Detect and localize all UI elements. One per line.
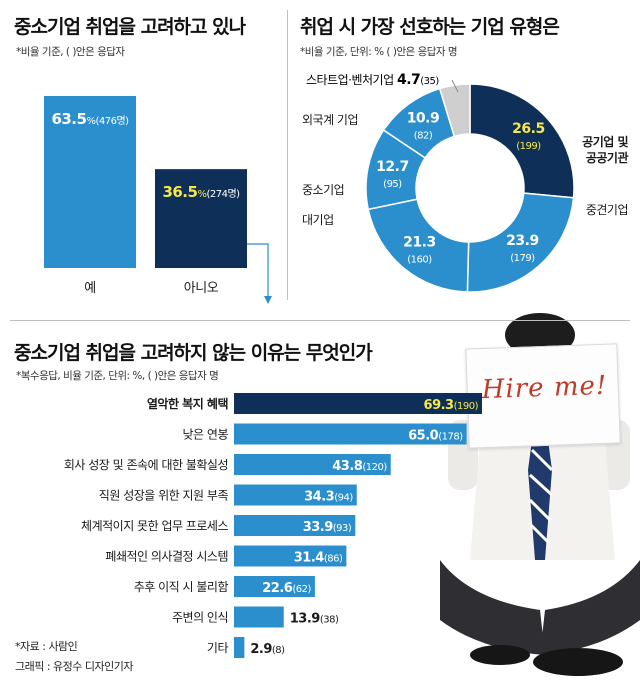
hbar-value-3: 34.3(94): [304, 490, 353, 505]
hbar-label-6: 추후 이직 시 불리함: [134, 580, 229, 594]
leader-line-5: [451, 79, 459, 93]
slice-label-2: 대기업: [302, 213, 334, 227]
category-label-0: 예: [84, 281, 95, 296]
chart1-title: 중소기업 취업을 고려하고 있나: [14, 16, 246, 38]
chart3-title: 중소기업 취업을 고려하지 않는 이유는 무엇인가: [14, 342, 373, 364]
horizontal-divider: [10, 320, 630, 321]
hbar-value-8: 2.9(8): [250, 642, 285, 657]
slice-value-2: 21.3: [403, 235, 436, 251]
hbar-2: [234, 454, 391, 475]
connector-line: [247, 243, 269, 300]
donut-slice-5: [438, 83, 471, 138]
slice-label-1: 중견기업: [586, 203, 628, 217]
hbar-value-0: 69.3(190): [424, 398, 479, 413]
hbar-label-0: 열악한 복지 혜택: [147, 396, 228, 411]
vertical-divider: [287, 10, 288, 300]
bar-1: [155, 169, 247, 268]
chart2-title: 취업 시 가장 선호하는 기업 유형은: [300, 16, 560, 38]
hbar-0: [234, 393, 482, 414]
source-note: *자료 : 사람인: [15, 640, 78, 653]
slice-value-4: 10.9: [407, 111, 440, 127]
hbar-label-1: 낮은 연봉: [183, 428, 229, 442]
hbar-8: [234, 637, 245, 658]
hbar-label-3: 직원 성장을 위한 지원 부족: [99, 489, 229, 503]
hbar-value-5: 31.4(86): [294, 551, 343, 566]
slice-label-0-line1: 공기업 및: [582, 134, 628, 149]
chart2-note: *비율 기준, 단위: % ( )안은 응답자 명: [300, 46, 458, 58]
chart1-note: *비율 기준, ( )안은 응답자: [16, 46, 125, 58]
slice-count-4: (82): [414, 131, 433, 142]
hbar-value-4: 33.9(93): [303, 520, 352, 535]
hbar-label-7: 주변의 인식: [172, 611, 228, 625]
donut-slice-2: [367, 198, 470, 293]
hbar-label-4: 체계적이지 못한 업무 프로세스: [81, 519, 228, 533]
hbar-value-6: 22.6(62): [262, 581, 311, 596]
chart3-note: *복수응답, 비율 기준, 단위: %, ( )안은 응답자 명: [16, 370, 219, 382]
credit-note: 그래픽 : 유정수 디자인기자: [15, 660, 134, 673]
bar-0: [44, 96, 136, 268]
bar-value-label-1: 36.5%(274명): [162, 183, 240, 201]
slice-count-3: (95): [383, 179, 402, 190]
slice-value-3: 12.7: [376, 159, 409, 175]
slice-count-2: (160): [407, 255, 432, 266]
slice-label-4: 외국계 기업: [302, 113, 358, 127]
hbar-6: [234, 576, 315, 597]
slice-value-0: 26.5: [512, 121, 545, 137]
hbar-value-1: 65.0(178): [408, 429, 463, 444]
donut-slice-0: [469, 83, 575, 199]
donut-slice-1: [466, 192, 575, 293]
category-label-1: 아니오: [184, 281, 219, 296]
slice-label-5: 스타트업·벤처기업 4.7(35): [306, 72, 439, 88]
slice-count-0: (199): [516, 141, 541, 152]
hbar-4: [234, 515, 356, 536]
slice-label-0-line2: 공공기관: [586, 150, 629, 165]
slice-label-3: 중소기업: [302, 183, 344, 197]
hbar-label-2: 회사 성장 및 존속에 대한 불확실성: [64, 458, 228, 472]
bar-value-label-0: 63.5%(476명): [51, 110, 129, 128]
hbar-label-8: 기타: [207, 641, 229, 655]
hbar-value-7: 13.9(38): [290, 612, 339, 627]
hbar-3: [234, 484, 357, 506]
connector-arrow-icon: [264, 296, 272, 304]
hbar-7: [234, 606, 284, 628]
hbar-5: [234, 545, 347, 567]
hbar-1: [234, 423, 467, 445]
slice-count-1: (179): [510, 253, 535, 264]
hbar-label-5: 폐쇄적인 의사결정 시스템: [105, 550, 228, 564]
hbar-value-2: 43.8(120): [332, 459, 387, 474]
slice-value-1: 23.9: [506, 233, 539, 249]
